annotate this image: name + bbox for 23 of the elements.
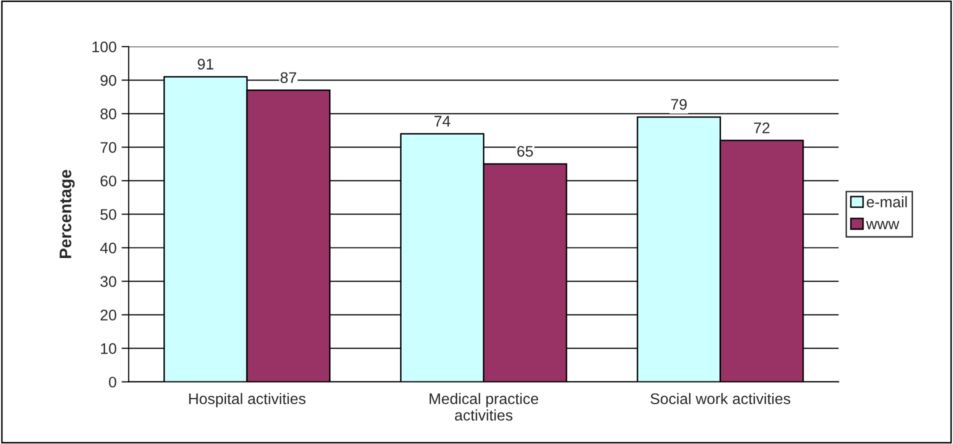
y-tick-label: 90 (100, 75, 116, 86)
y-tick-label: 20 (100, 310, 116, 320)
y-tick-label: 10 (101, 343, 116, 354)
legend-label: www (866, 221, 900, 230)
y-axis-title: Percentage (60, 170, 75, 258)
y-tick-label: 50 (100, 209, 116, 220)
y-tick-label: 100 (92, 41, 116, 52)
y-tick-label: 60 (100, 176, 116, 186)
data-label: 87 (280, 72, 296, 84)
y-tick-label: 0 (108, 376, 116, 388)
y-tick-label: 70 (100, 142, 116, 153)
x-tick-label: Hospital activities (189, 392, 306, 408)
data-label: 91 (198, 58, 214, 70)
data-label: 79 (671, 99, 687, 110)
y-tick-label: 40 (100, 242, 116, 254)
y-tick-label: 30 (100, 276, 116, 287)
data-label: 74 (434, 116, 450, 126)
legend-label: e-mail (866, 196, 907, 208)
y-tick-label: 80 (100, 108, 116, 120)
x-tick-label: Social work activities (650, 392, 790, 404)
data-label: 72 (754, 122, 770, 134)
data-label: 65 (517, 146, 533, 157)
x-tick-label: Medical practice activities (430, 392, 538, 421)
